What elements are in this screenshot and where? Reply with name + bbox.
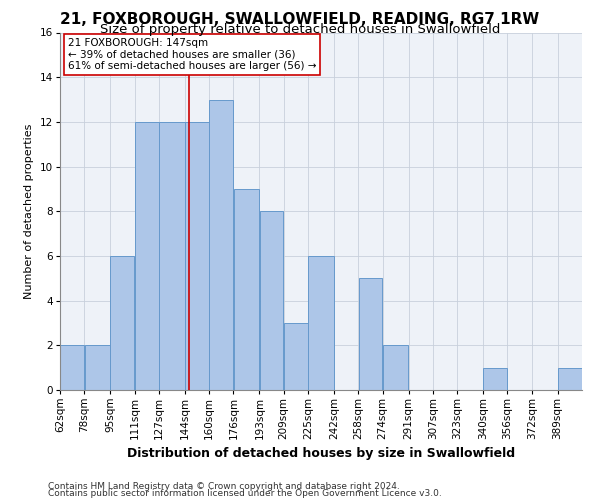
Bar <box>209 100 233 390</box>
Bar <box>260 211 283 390</box>
Y-axis label: Number of detached properties: Number of detached properties <box>24 124 34 299</box>
Text: Size of property relative to detached houses in Swallowfield: Size of property relative to detached ho… <box>100 23 500 36</box>
Bar <box>185 122 209 390</box>
Bar <box>85 346 110 390</box>
Bar <box>308 256 334 390</box>
Bar <box>383 346 408 390</box>
Bar <box>284 323 308 390</box>
Text: Contains HM Land Registry data © Crown copyright and database right 2024.: Contains HM Land Registry data © Crown c… <box>48 482 400 491</box>
Bar <box>135 122 158 390</box>
Bar <box>159 122 185 390</box>
Text: 21, FOXBOROUGH, SWALLOWFIELD, READING, RG7 1RW: 21, FOXBOROUGH, SWALLOWFIELD, READING, R… <box>61 12 539 26</box>
Bar <box>234 189 259 390</box>
Bar <box>558 368 582 390</box>
Bar <box>359 278 382 390</box>
Text: Contains public sector information licensed under the Open Government Licence v3: Contains public sector information licen… <box>48 490 442 498</box>
Bar <box>110 256 134 390</box>
Text: 21 FOXBOROUGH: 147sqm
← 39% of detached houses are smaller (36)
61% of semi-deta: 21 FOXBOROUGH: 147sqm ← 39% of detached … <box>68 38 316 71</box>
Bar <box>60 346 84 390</box>
Bar <box>484 368 507 390</box>
X-axis label: Distribution of detached houses by size in Swallowfield: Distribution of detached houses by size … <box>127 448 515 460</box>
